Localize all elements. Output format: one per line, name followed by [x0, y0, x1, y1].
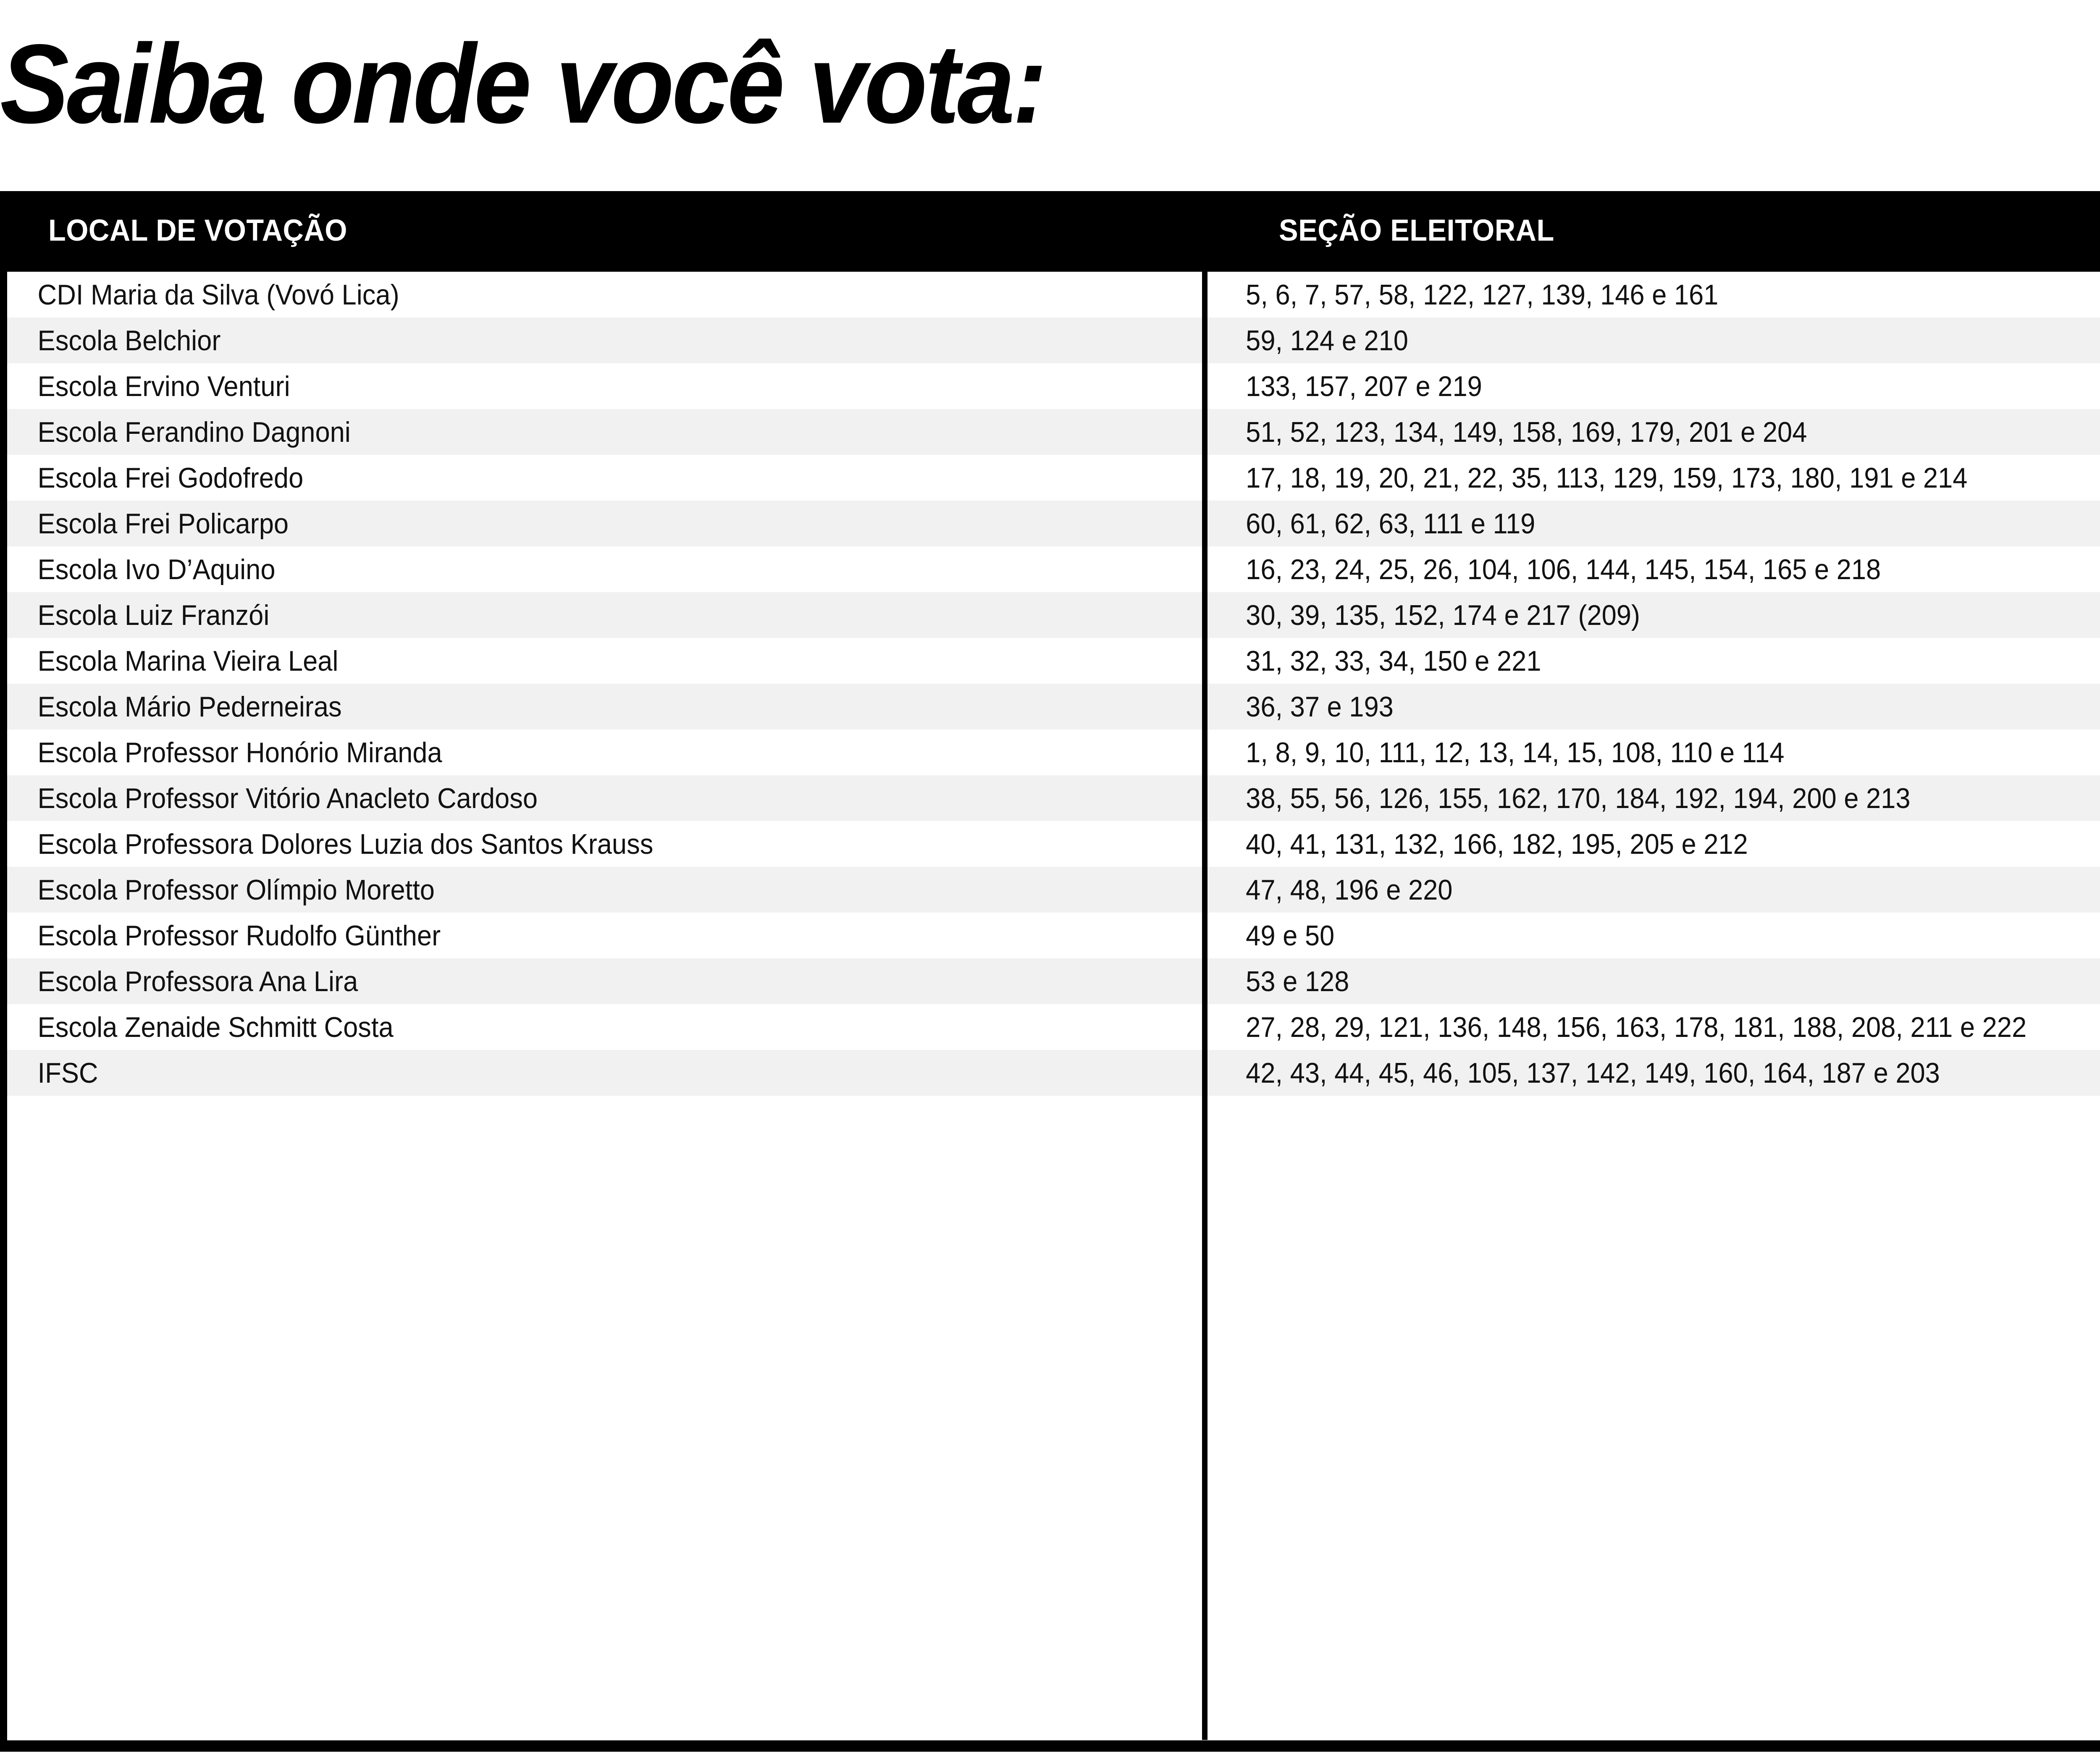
cell-secao-eleitoral: 36, 37 e 193 — [1246, 691, 1394, 722]
table-row: Escola Frei Policarpo 60, 61, 62, 63, 111… — [7, 501, 2100, 546]
table-header-row: LOCAL DE VOTAÇÃO SEÇÃO ELEITORAL — [0, 191, 2100, 272]
cell-local-de-votacao: Escola Frei Policarpo — [37, 508, 289, 539]
cell-local-de-votacao: Escola Mário Pederneiras — [37, 691, 342, 722]
table-row: Escola Professora Ana Lira 53 e 128 — [7, 958, 2100, 1004]
cell-local-de-votacao: Escola Professor Honório Miranda — [37, 737, 442, 768]
table-trailing-blank-row — [7, 1096, 2100, 1117]
cell-secao-eleitoral: 49 e 50 — [1246, 920, 1335, 951]
table-row: Escola Marina Vieira Leal 31, 32, 33, 34,… — [7, 638, 2100, 684]
cell-secao-eleitoral: 59, 124 e 210 — [1246, 325, 1408, 356]
cell-local-de-votacao: Escola Professor Vitório Anacleto Cardos… — [37, 782, 538, 814]
cell-secao-eleitoral: 38, 55, 56, 126, 155, 162, 170, 184, 192… — [1246, 782, 1911, 814]
page-title: Saiba onde você vota: — [0, 21, 1047, 147]
cell-secao-eleitoral: 53 e 128 — [1246, 966, 1349, 997]
table-row: Escola Professora Dolores Luzia dos Sant… — [7, 821, 2100, 867]
cell-secao-eleitoral: 1, 8, 9, 10, 111, 12, 13, 14, 15, 108, 1… — [1246, 737, 1785, 768]
cell-secao-eleitoral: 17, 18, 19, 20, 21, 22, 35, 113, 129, 15… — [1246, 462, 1968, 493]
table-row: Escola Professor Vitório Anacleto Cardos… — [7, 775, 2100, 821]
table-row: IFSC 42, 43, 44, 45, 46, 105, 137, 142, 1… — [7, 1050, 2100, 1096]
cell-local-de-votacao: Escola Ervino Venturi — [37, 370, 290, 402]
cell-secao-eleitoral: 51, 52, 123, 134, 149, 158, 169, 179, 20… — [1246, 416, 1807, 448]
cell-local-de-votacao: Escola Professora Dolores Luzia dos Sant… — [37, 828, 654, 860]
cell-local-de-votacao: Escola Professor Rudolfo Günther — [37, 920, 441, 951]
table-row: Escola Professor Olímpio Moretto 47, 48, … — [7, 867, 2100, 913]
column-header-secao-eleitoral: SEÇÃO ELEITORAL — [1279, 214, 1554, 247]
cell-local-de-votacao: Escola Frei Godofredo — [37, 462, 304, 493]
cell-secao-eleitoral: 40, 41, 131, 132, 166, 182, 195, 205 e 2… — [1246, 828, 1748, 860]
table-row: Escola Ivo D’Aquino 16, 23, 24, 25, 26, 1… — [7, 546, 2100, 592]
table-row: Escola Ferandino Dagnoni 51, 52, 123, 134… — [7, 409, 2100, 455]
cell-local-de-votacao: Escola Luiz Franzói — [37, 599, 270, 631]
cell-secao-eleitoral: 30, 39, 135, 152, 174 e 217 (209) — [1246, 599, 1640, 631]
cell-local-de-votacao: IFSC — [37, 1057, 98, 1089]
cell-local-de-votacao: Escola Professor Olímpio Moretto — [37, 874, 435, 905]
table-row: Escola Professor Rudolfo Günther 49 e 50 — [7, 913, 2100, 958]
cell-local-de-votacao: CDI Maria da Silva (Vovó Lica) — [37, 279, 399, 310]
table-row: Escola Mário Pederneiras 36, 37 e 193 — [7, 684, 2100, 729]
cell-secao-eleitoral: 16, 23, 24, 25, 26, 104, 106, 144, 145, … — [1246, 554, 1881, 585]
cell-secao-eleitoral: 27, 28, 29, 121, 136, 148, 156, 163, 178… — [1246, 1011, 2027, 1043]
cell-local-de-votacao: Escola Zenaide Schmitt Costa — [37, 1011, 394, 1043]
cell-local-de-votacao: Escola Professora Ana Lira — [37, 966, 358, 997]
table-row: Escola Zenaide Schmitt Costa 27, 28, 29, … — [7, 1004, 2100, 1050]
table-row: Escola Frei Godofredo 17, 18, 19, 20, 21,… — [7, 455, 2100, 501]
polling-places-table: LOCAL DE VOTAÇÃO SEÇÃO ELEITORAL CDI Mar… — [0, 191, 2100, 1752]
cell-secao-eleitoral: 60, 61, 62, 63, 111 e 119 — [1246, 508, 1536, 539]
cell-local-de-votacao: Escola Marina Vieira Leal — [37, 645, 339, 677]
cell-secao-eleitoral: 42, 43, 44, 45, 46, 105, 137, 142, 149, … — [1246, 1057, 1940, 1089]
table-body: CDI Maria da Silva (Vovó Lica) 5, 6, 7, 5… — [7, 272, 2100, 1740]
table-row: Escola Luiz Franzói 30, 39, 135, 152, 174… — [7, 592, 2100, 638]
cell-secao-eleitoral: 47, 48, 196 e 220 — [1246, 874, 1453, 905]
table-row: Escola Ervino Venturi 133, 157, 207 e 219 — [7, 363, 2100, 409]
table-row: Escola Belchior 59, 124 e 210 — [7, 317, 2100, 363]
column-header-local-de-votacao: LOCAL DE VOTAÇÃO — [48, 214, 347, 247]
table-row: CDI Maria da Silva (Vovó Lica) 5, 6, 7, 5… — [7, 272, 2100, 317]
table-row: Escola Professor Honório Miranda 1, 8, 9,… — [7, 729, 2100, 775]
cell-local-de-votacao: Escola Ferandino Dagnoni — [37, 416, 351, 448]
cell-secao-eleitoral: 31, 32, 33, 34, 150 e 221 — [1246, 645, 1541, 677]
cell-secao-eleitoral: 133, 157, 207 e 219 — [1246, 370, 1482, 402]
cell-local-de-votacao: Escola Belchior — [37, 325, 221, 356]
cell-secao-eleitoral: 5, 6, 7, 57, 58, 122, 127, 139, 146 e 16… — [1246, 279, 1719, 310]
cell-local-de-votacao: Escola Ivo D’Aquino — [37, 554, 276, 585]
